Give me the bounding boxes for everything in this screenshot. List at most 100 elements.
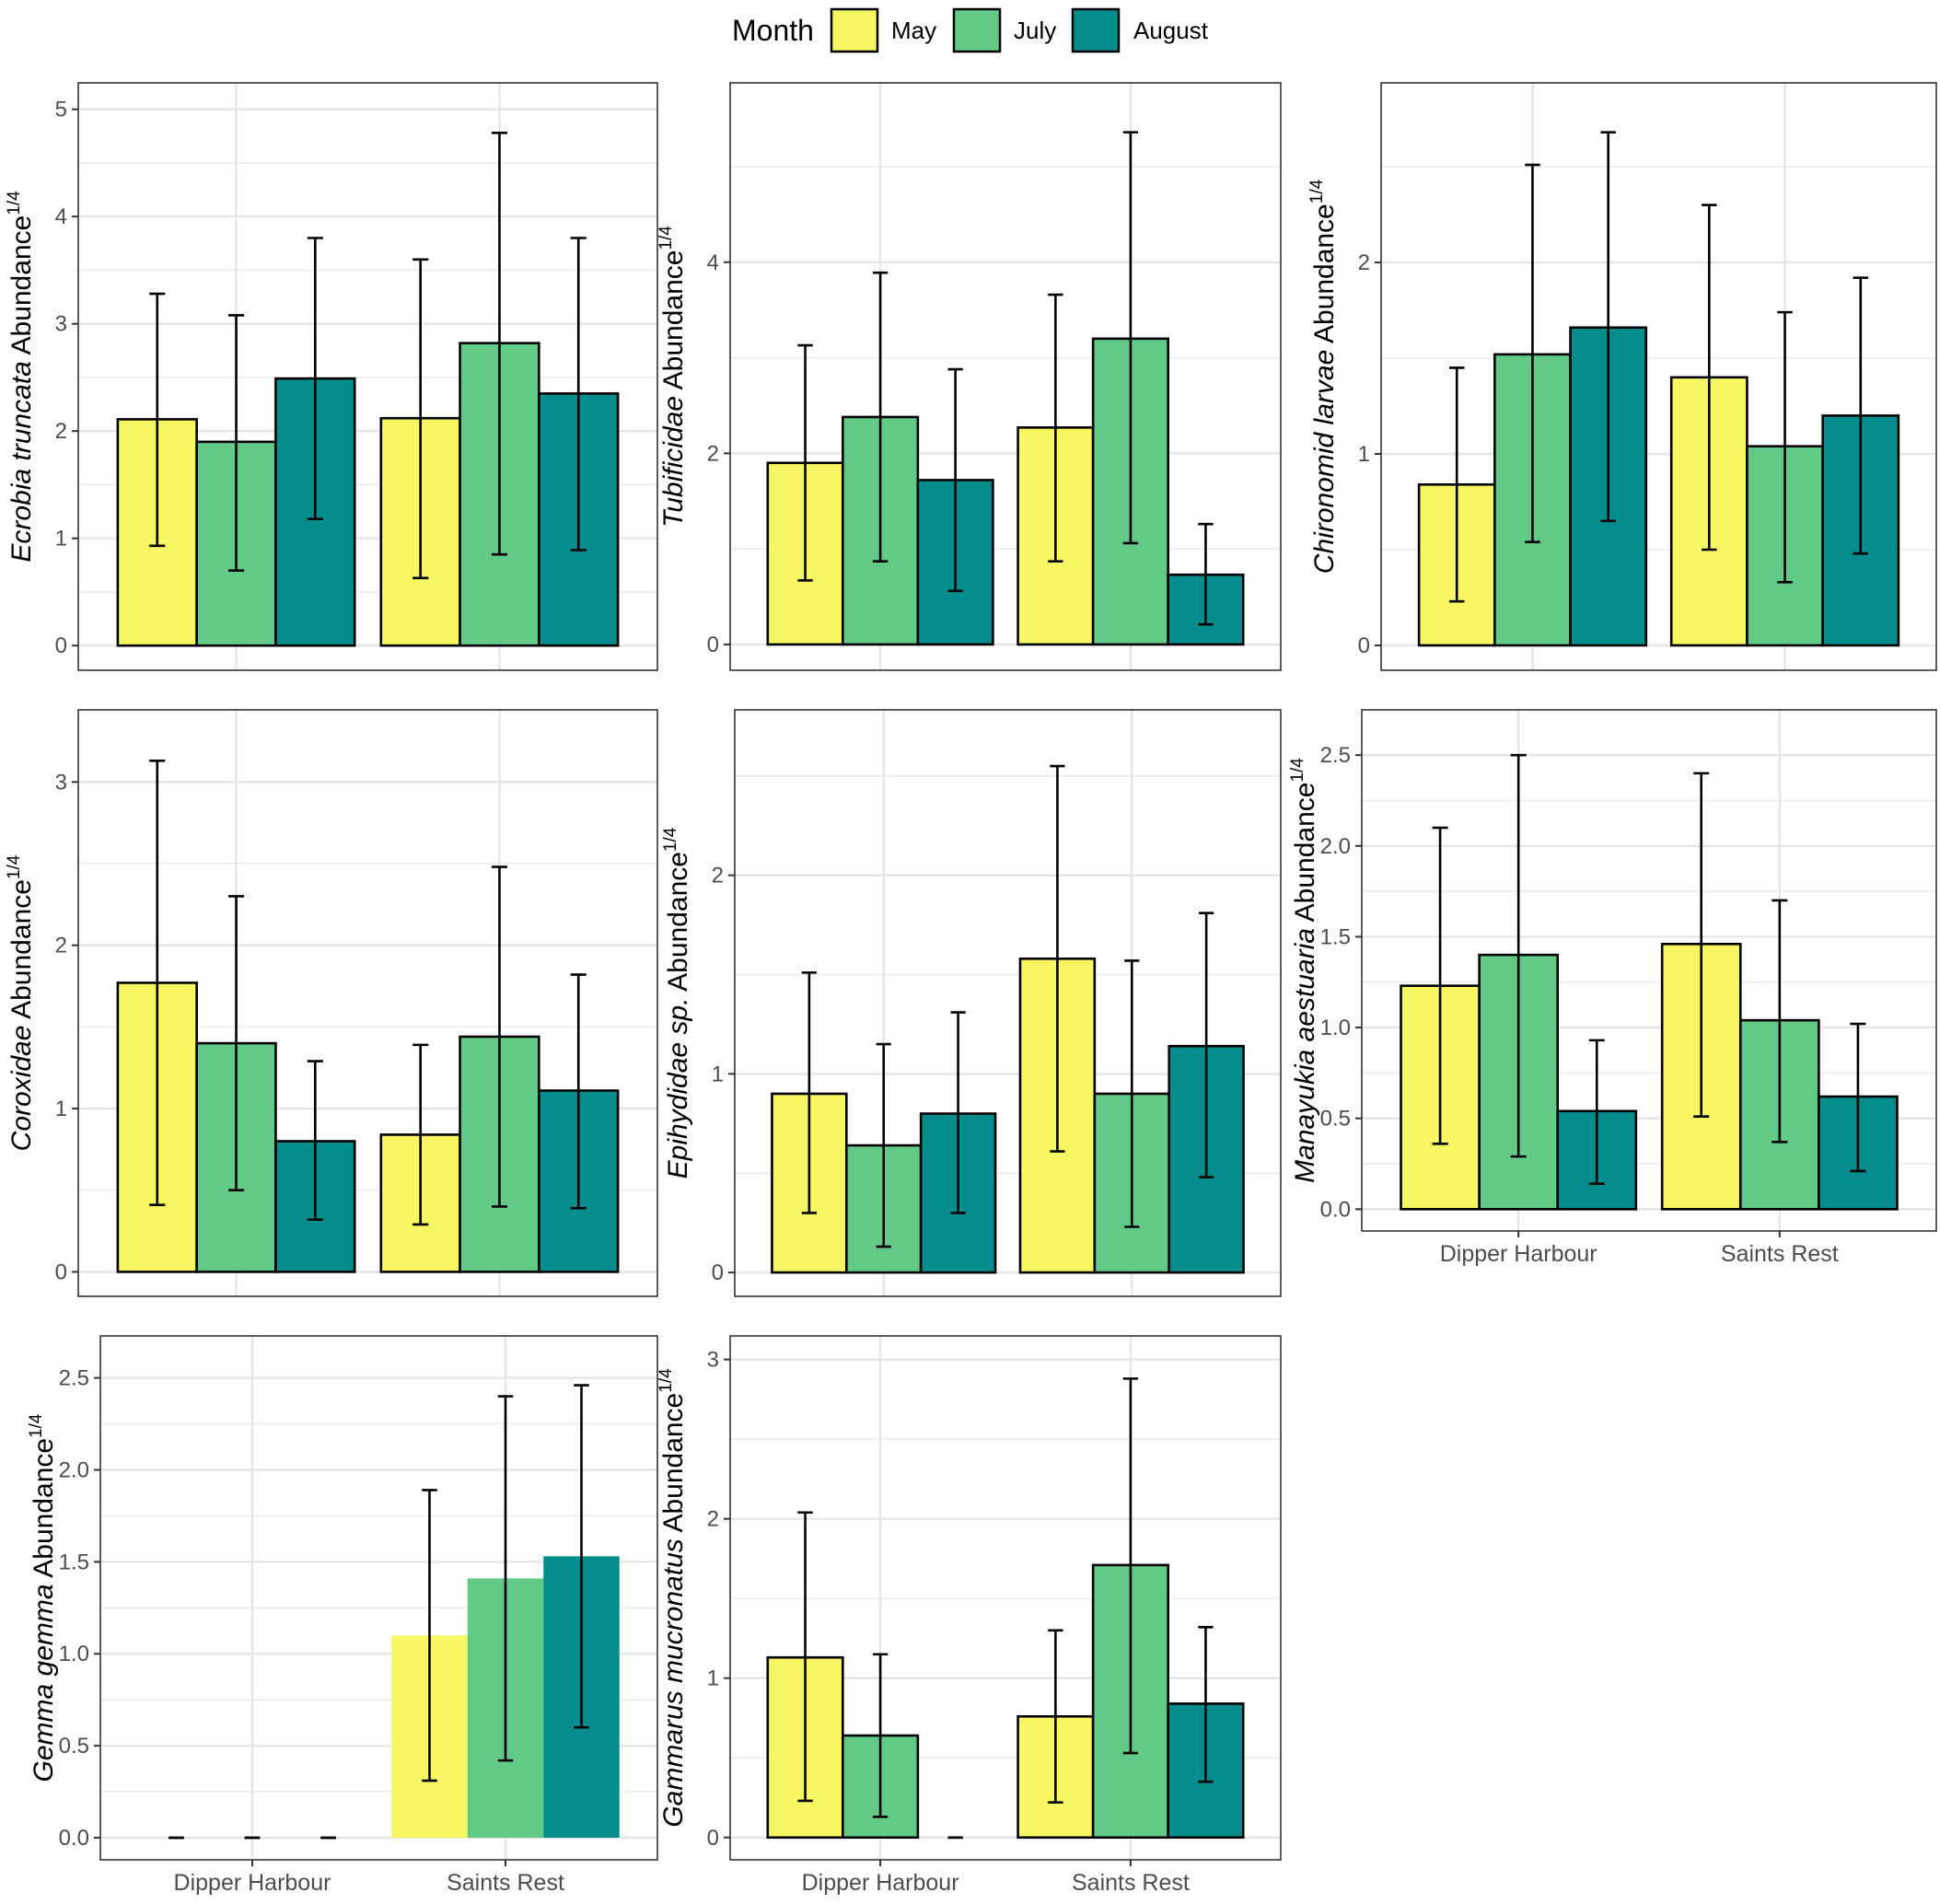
y-tick-label: 0 bbox=[707, 633, 719, 657]
error-bar bbox=[1198, 522, 1214, 626]
y-tick-label: 2 bbox=[707, 1507, 719, 1532]
y-tick-label: 2.0 bbox=[1320, 834, 1351, 859]
error-bar bbox=[872, 271, 889, 563]
x-category-label: Dipper Harbour bbox=[802, 1870, 959, 1896]
error-bar bbox=[1050, 764, 1065, 1153]
error-bar bbox=[307, 237, 323, 521]
y-axis-label: Tubificidae Abundance1/4 bbox=[656, 226, 689, 528]
legend-label-may: May bbox=[891, 17, 936, 44]
y-tick-label: 0.0 bbox=[59, 1826, 89, 1851]
error-bar bbox=[149, 292, 166, 548]
y-axis-label-exponent: 1/4 bbox=[656, 1368, 676, 1393]
panel-8: 0 1 2 3 Dipper Harbour Saints Rest Gammarus mu… bbox=[656, 1335, 1282, 1896]
panel-7: 0.0 0.5 1.0 1.5 2.0 2.5 Dipper Harbour Saints R… bbox=[27, 1335, 658, 1896]
y-tick-label: 1 bbox=[55, 527, 67, 551]
error-bar bbox=[797, 343, 813, 582]
y-axis-label-exponent: 1/4 bbox=[661, 827, 680, 852]
y-axis-label-species: Manayukia aestuaria bbox=[1290, 928, 1320, 1183]
error-bar bbox=[1853, 276, 1868, 555]
y-axis-label-species: Gemma gemma bbox=[29, 1584, 59, 1782]
y-tick-label: 5 bbox=[55, 98, 67, 122]
y-axis-label-suffix: Abundance bbox=[1290, 783, 1320, 928]
y-tick-label: 4 bbox=[707, 250, 719, 275]
error-bar bbox=[570, 237, 587, 551]
error-bar bbox=[1432, 826, 1448, 1145]
error-bar bbox=[950, 1011, 966, 1214]
error-bar bbox=[1850, 1022, 1866, 1173]
legend-label-july: July bbox=[1014, 17, 1056, 44]
y-tick-label: 1.0 bbox=[59, 1642, 89, 1666]
y-axis-label-suffix: Abundance bbox=[658, 250, 689, 396]
y-tick-label: 3 bbox=[55, 312, 67, 337]
y-axis-label-exponent: 1/4 bbox=[1288, 758, 1307, 783]
y-tick-label: 3 bbox=[55, 770, 67, 795]
y-axis-label-suffix: Abundance bbox=[658, 1393, 689, 1538]
y-tick-label: 1 bbox=[55, 1097, 67, 1121]
error-bar bbox=[1525, 163, 1540, 543]
panel-border bbox=[729, 82, 1282, 671]
legend: Month May July August bbox=[732, 7, 1209, 53]
y-tick-label: 1.5 bbox=[59, 1550, 89, 1574]
y-tick-label: 0.0 bbox=[1320, 1197, 1351, 1222]
panel-border bbox=[77, 709, 658, 1297]
error-bar bbox=[497, 1395, 514, 1762]
panel-5: 0 1 2 Epihydidae sp. Abundance1/4 bbox=[661, 709, 1282, 1297]
y-axis-label-species: Tubificidae bbox=[658, 396, 689, 528]
error-bar bbox=[1124, 959, 1140, 1228]
y-axis-label-species: Coroxidae bbox=[6, 1026, 37, 1152]
legend-swatch-may bbox=[830, 7, 879, 53]
y-axis-label-exponent: 1/4 bbox=[27, 1413, 46, 1438]
y-axis-label-suffix: Abundance bbox=[663, 852, 693, 997]
y-axis-label-exponent: 1/4 bbox=[656, 226, 676, 250]
y-axis-label: Gammarus mucronatus Abundance1/4 bbox=[656, 1368, 689, 1828]
y-tick-label: 0 bbox=[712, 1260, 724, 1285]
x-category-label: Saints Rest bbox=[1072, 1870, 1190, 1896]
y-axis-label-exponent: 1/4 bbox=[5, 191, 24, 215]
error-bar bbox=[491, 132, 508, 556]
error-bar bbox=[491, 865, 508, 1208]
error-bar bbox=[1600, 131, 1616, 523]
error-bar bbox=[876, 1042, 891, 1248]
x-category-label: Saints Rest bbox=[1721, 1241, 1839, 1267]
x-category-label: Dipper Harbour bbox=[174, 1870, 331, 1896]
y-tick-label: 1 bbox=[712, 1062, 724, 1086]
y-axis-label: Coroxidae Abundance1/4 bbox=[5, 854, 37, 1151]
error-bar bbox=[947, 367, 963, 593]
y-axis-label: Epihydidae sp. Abundance1/4 bbox=[661, 827, 693, 1178]
y-axis-label: Gemma gemma Abundance1/4 bbox=[27, 1413, 59, 1782]
legend-swatch-july bbox=[952, 7, 1002, 53]
y-tick-label: 2.5 bbox=[1320, 743, 1351, 768]
y-axis-label: Manayukia aestuaria Abundance1/4 bbox=[1288, 758, 1320, 1183]
y-axis-label-suffix: Abundance bbox=[6, 879, 37, 1025]
error-bar bbox=[1122, 1377, 1139, 1755]
y-axis-label-exponent: 1/4 bbox=[5, 854, 24, 879]
error-bar bbox=[1198, 1626, 1214, 1783]
error-bar bbox=[227, 895, 245, 1192]
error-bar bbox=[412, 258, 429, 580]
error-bar bbox=[1510, 753, 1527, 1158]
y-tick-label: 0.5 bbox=[1320, 1107, 1351, 1132]
error-bar bbox=[149, 759, 166, 1206]
y-axis-label: Ecrobia truncata Abundance1/4 bbox=[5, 191, 37, 563]
legend-swatch-august bbox=[1071, 7, 1121, 53]
x-category-label: Dipper Harbour bbox=[1440, 1241, 1597, 1267]
error-bar bbox=[1048, 293, 1063, 563]
y-tick-label: 0 bbox=[55, 1260, 67, 1284]
error-bar bbox=[574, 1384, 589, 1729]
error-bar bbox=[1702, 203, 1717, 551]
error-bar bbox=[1449, 366, 1465, 603]
y-tick-label: 4 bbox=[55, 204, 67, 229]
error-bar bbox=[1199, 911, 1214, 1178]
y-tick-label: 1 bbox=[707, 1666, 719, 1691]
y-tick-label: 1.0 bbox=[1320, 1016, 1351, 1040]
y-tick-label: 2 bbox=[712, 864, 724, 888]
panel-6: 0.0 0.5 1.0 1.5 2.0 2.5 Dipper Harbour Saints R… bbox=[1288, 709, 1937, 1267]
error-bar bbox=[1588, 1039, 1605, 1186]
y-tick-label: 2 bbox=[707, 441, 719, 466]
y-axis-label-species: Epihydidae sp. bbox=[663, 998, 693, 1179]
legend-title: Month bbox=[732, 14, 814, 47]
panel-border bbox=[734, 709, 1282, 1297]
error-bar bbox=[227, 314, 245, 572]
y-axis-label: Chironomid larvae Abundance1/4 bbox=[1307, 179, 1340, 574]
panel-4: 0 1 2 3 Coroxidae Abundance1/4 bbox=[5, 709, 658, 1297]
